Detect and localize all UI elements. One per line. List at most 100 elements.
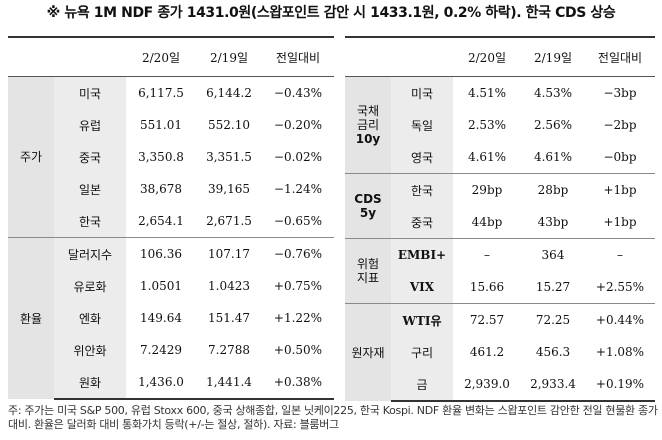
left-value-date2: 1.0423 [196,270,262,302]
left-value-date2: 39,165 [196,173,262,205]
left-value-date1: 6,117.5 [126,76,196,109]
right-item-name: 미국 [391,76,453,109]
right-row: 영국 4.61% 4.61% −0bp [345,141,655,174]
right-group-label: 원자재 [345,303,391,401]
left-value-date1: 38,678 [126,173,196,205]
right-group-label-line: CDS [354,192,382,206]
left-value-date1: 7.2429 [126,334,196,366]
right-group-label-line: 원자재 [351,345,385,360]
left-value-change: −0.76% [262,237,334,270]
right-value-date2: 364 [521,238,585,271]
right-header-date1: 2/20일 [453,37,521,77]
right-value-date1: 72.57 [453,303,521,336]
left-item-name: 유로화 [54,270,126,302]
right-item-name: 금 [391,368,453,402]
left-value-date1: 2,654.1 [126,205,196,238]
right-value-date1: 2,939.0 [453,368,521,402]
right-value-date1: 461.2 [453,336,521,368]
left-group-label: 주가 [8,76,54,238]
right-value-date1: 2.53% [453,109,521,141]
right-value-date1: 44bp [453,206,521,239]
right-group-label-line: 지표 [356,271,380,285]
right-value-date2: 43bp [521,206,585,239]
left-value-date2: 6,144.2 [196,76,262,109]
right-value-date1: 4.51% [453,76,521,109]
right-header-date2: 2/19일 [521,37,585,77]
right-item-name: 영국 [391,141,453,174]
right-value-date1: 4.61% [453,141,521,174]
left-value-date1: 1,436.0 [126,366,196,400]
left-item-name: 유럽 [54,109,126,141]
left-value-date2: 7.2788 [196,334,262,366]
right-item-name: 독일 [391,109,453,141]
left-header-blank-group [8,37,54,77]
right-value-change: +1bp [585,173,655,206]
left-value-date1: 3,350.8 [126,141,196,173]
right-group-label-line: 위험 [356,257,380,271]
right-row: 국채 금리 10y 미국 4.51% 4.53% −3bp [345,76,655,174]
right-item-name: VIX [391,271,453,304]
right-group-label-line: 금리 [356,118,380,132]
right-group-label-line: 국채 [356,104,380,118]
left-value-change: −0.43% [262,76,334,109]
left-value-change: +0.75% [262,270,334,302]
left-item-name: 중국 [54,141,126,173]
right-value-change: −2bp [585,109,655,141]
left-item-name: 미국 [54,76,126,109]
right-group-label: 위험 지표 [345,238,391,304]
left-value-date1: 149.64 [126,302,196,334]
right-market-table: 2/20일 2/19일 전일대비 국채 금리 10y 미국 4.51% 4.53% −3bp… [345,36,655,402]
right-value-change: −3bp [585,76,655,109]
right-value-date2: 15.27 [521,271,585,304]
left-value-change: −1.24% [262,173,334,205]
left-row: 유럽 551.01 552.10 −0.20% [8,109,334,141]
left-row: 엔화 149.64 151.47 +1.22% [8,302,334,334]
left-row: 주가 미국 6,117.5 6,144.2 −0.43% [8,76,334,238]
left-market-table: 2/20일 2/19일 전일대비 주가 미국 6,117.5 6,144.2 −0.43… [8,36,334,400]
right-value-date1: – [453,238,521,271]
right-value-change: +2.55% [585,271,655,304]
left-value-change: +1.22% [262,302,334,334]
right-value-change: +1.08% [585,336,655,368]
right-header-blank-group [345,37,391,77]
right-item-name: EMBI+ [391,238,453,271]
right-group-label: 국채 금리 10y [345,76,391,174]
right-value-date2: 4.61% [521,141,585,174]
left-value-date2: 151.47 [196,302,262,334]
right-item-name: 한국 [391,173,453,206]
left-row: 유로화 1.0501 1.0423 +0.75% [8,270,334,302]
left-value-date1: 106.36 [126,237,196,270]
left-header-blank-item [54,37,126,77]
left-value-date1: 1.0501 [126,270,196,302]
left-row: 환율 달러지수 106.36 107.17 −0.76% [8,237,334,399]
left-row: 중국 3,350.8 3,351.5 −0.02% [8,141,334,173]
left-item-name: 위안화 [54,334,126,366]
left-header-row: 2/20일 2/19일 전일대비 [8,37,334,77]
left-value-change: +0.50% [262,334,334,366]
right-value-date2: 28bp [521,173,585,206]
left-item-name: 엔화 [54,302,126,334]
right-row: 금 2,939.0 2,933.4 +0.19% [345,368,655,402]
right-row: 위험 지표 EMBI+ –364– [345,238,655,304]
left-value-date2: 552.10 [196,109,262,141]
right-value-change: – [585,238,655,271]
left-item-name: 일본 [54,173,126,205]
left-value-change: −0.02% [262,141,334,173]
right-group-label-line: 10y [355,132,381,146]
left-value-date2: 107.17 [196,237,262,270]
right-value-change: −0bp [585,141,655,174]
left-header-change: 전일대비 [262,37,334,77]
right-value-date2: 2,933.4 [521,368,585,402]
left-value-change: −0.20% [262,109,334,141]
right-row: 독일 2.53% 2.56% −2bp [345,109,655,141]
left-group-label: 환율 [8,237,54,399]
left-row: 위안화 7.2429 7.2788 +0.50% [8,334,334,366]
right-item-name: 구리 [391,336,453,368]
left-value-date2: 3,351.5 [196,141,262,173]
right-value-date2: 72.25 [521,303,585,336]
left-row: 일본 38,678 39,165 −1.24% [8,173,334,205]
right-value-change: +1bp [585,206,655,239]
right-value-date1: 15.66 [453,271,521,304]
left-group-label-line: 환율 [19,311,43,326]
left-value-date2: 2,671.5 [196,205,262,238]
